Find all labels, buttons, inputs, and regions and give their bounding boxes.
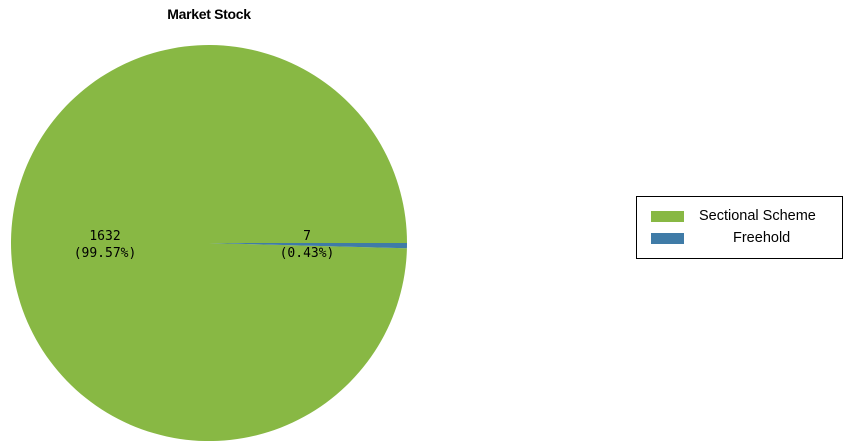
pie-slice-freehold xyxy=(209,243,408,249)
legend-item-freehold: Freehold xyxy=(651,228,790,248)
pie-slice-sectional-scheme xyxy=(11,45,407,442)
data-label-value-sectional-scheme: 1632 xyxy=(89,229,120,244)
legend-swatch-sectional-scheme xyxy=(651,210,684,222)
chart-legend: Sectional Scheme Freehold xyxy=(636,196,843,259)
legend-item-sectional-scheme: Sectional Scheme xyxy=(651,206,816,226)
data-label-percent-sectional-scheme: (99.57%) xyxy=(74,246,137,261)
chart-title: Market Stock xyxy=(167,6,251,22)
legend-label-freehold: Freehold xyxy=(733,230,791,246)
data-label-value-freehold: 7 xyxy=(303,229,311,244)
legend-swatch-freehold xyxy=(651,232,684,244)
data-label-percent-freehold: (0.43%) xyxy=(280,246,335,261)
legend-label-sectional-scheme: Sectional Scheme xyxy=(699,208,816,224)
